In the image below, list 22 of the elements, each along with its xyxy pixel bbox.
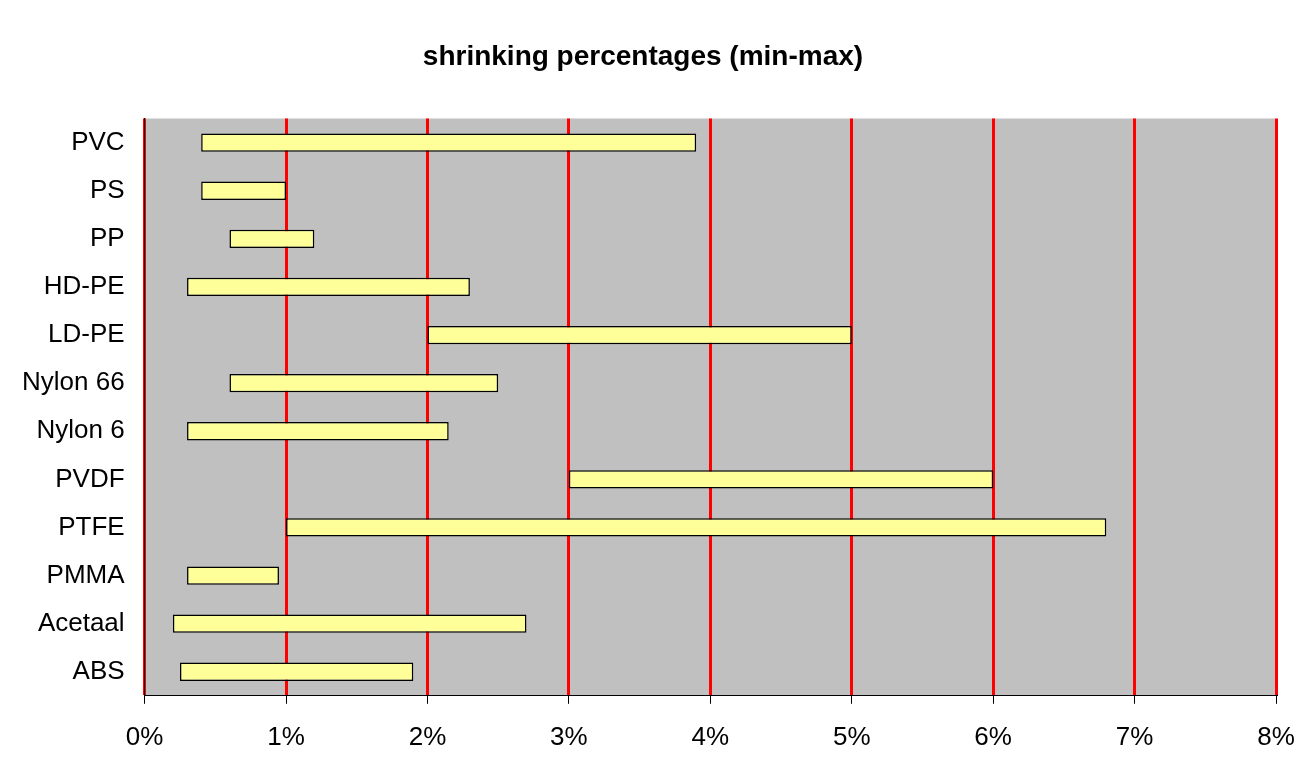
y-tick-label: Nylon 6: [36, 414, 125, 445]
x-tick-label: 3%: [550, 720, 588, 751]
y-tick-label: Nylon 66: [21, 366, 125, 397]
y-tick-label: PMMA: [46, 558, 126, 589]
x-tick-label: 4%: [691, 720, 730, 751]
y-tick-label: PS: [89, 173, 125, 204]
chart-title: shrinking percentages (min-max): [422, 39, 864, 71]
x-tick-label: 1%: [267, 720, 305, 751]
x-tick-label: 6%: [974, 720, 1012, 751]
x-tick-label: 0%: [125, 720, 164, 751]
y-tick-label: ABS: [72, 654, 125, 685]
y-tick-label: LD-PE: [48, 318, 125, 349]
x-tick-label: 5%: [832, 720, 871, 751]
y-tick-label: PVDF: [55, 462, 125, 493]
x-tick-label: 8%: [1257, 720, 1295, 751]
x-tick-label: 7%: [1115, 720, 1154, 751]
y-tick-label: Acetaal: [37, 606, 125, 637]
y-tick-label: HD-PE: [43, 270, 125, 301]
y-tick-label: PTFE: [58, 510, 125, 541]
y-tick-label: PVC: [71, 125, 125, 156]
y-tick-label: PP: [89, 222, 125, 253]
x-tick-label: 2%: [408, 720, 447, 751]
